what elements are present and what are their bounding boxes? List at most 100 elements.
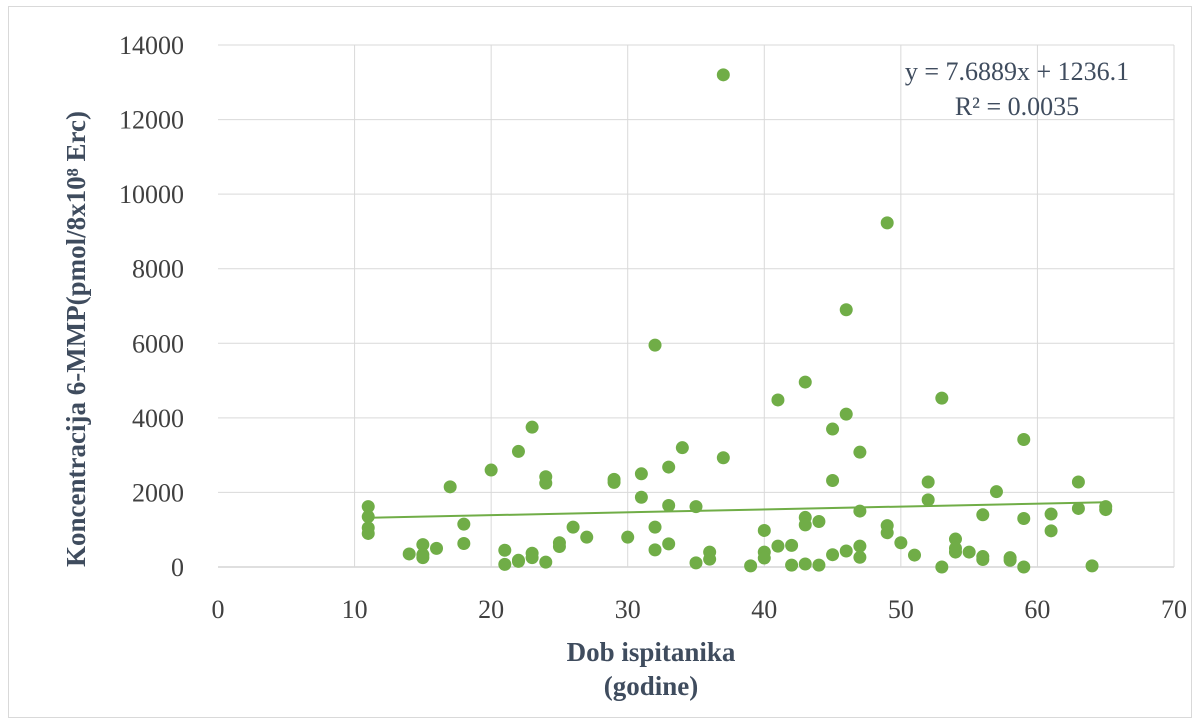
trendline <box>368 501 1106 519</box>
data-point <box>703 552 717 566</box>
data-point <box>580 530 594 544</box>
data-point <box>839 303 853 317</box>
data-point <box>552 539 566 553</box>
gridlines <box>218 44 1175 568</box>
data-point <box>744 559 758 573</box>
data-point <box>662 498 676 512</box>
x-tick-label: 70 <box>1161 595 1187 624</box>
y-tick-label: 12000 <box>119 106 184 135</box>
data-point <box>525 551 539 565</box>
data-point <box>484 463 498 477</box>
data-point <box>416 551 430 565</box>
data-point <box>785 558 799 572</box>
data-point <box>689 556 703 570</box>
data-point <box>539 476 553 490</box>
data-point <box>662 460 676 474</box>
data-point <box>757 523 771 537</box>
data-point <box>839 407 853 421</box>
data-point <box>826 548 840 562</box>
data-point <box>853 550 867 564</box>
data-point <box>648 543 662 557</box>
data-point <box>908 548 922 562</box>
data-point <box>1071 475 1085 489</box>
trendline-equation: y = 7.6889x + 1236.1 <box>905 57 1129 86</box>
data-point <box>921 475 935 489</box>
data-point <box>634 467 648 481</box>
data-point <box>948 545 962 559</box>
y-tick-label: 4000 <box>132 404 184 433</box>
data-point <box>812 515 826 529</box>
data-point <box>757 551 771 565</box>
chart-frame: 0 10 20 30 40 50 60 70 0 2000 4000 6000 8000 10000 12… <box>8 6 1192 718</box>
y-tick-labels: 0 2000 4000 6000 8000 10000 12000 14000 <box>119 31 184 582</box>
data-point <box>539 555 553 569</box>
data-point <box>443 480 457 494</box>
data-point <box>675 441 689 455</box>
y-axis-title: Koncentracija 6-MMP(pmol/8x10⁸ Erc) <box>61 111 91 567</box>
data-point <box>1044 524 1058 538</box>
y-tick-label: 2000 <box>132 478 184 507</box>
data-point <box>1085 559 1099 573</box>
data-point <box>1003 553 1017 567</box>
data-point <box>839 544 853 558</box>
scatter-chart: 0 10 20 30 40 50 60 70 0 2000 4000 6000 8000 10000 12… <box>61 31 1188 701</box>
x-tick-label: 30 <box>615 595 641 624</box>
data-point <box>962 545 976 559</box>
data-point <box>402 547 416 561</box>
y-tick-label: 6000 <box>132 329 184 358</box>
data-point <box>798 518 812 532</box>
data-point <box>1017 512 1031 526</box>
x-axis-title-line1: Dob ispitanika <box>567 637 736 667</box>
trendline-group <box>368 501 1106 519</box>
data-points <box>361 68 1113 574</box>
data-point <box>976 553 990 567</box>
data-point <box>430 541 444 555</box>
data-point <box>361 500 375 514</box>
data-point <box>621 530 635 544</box>
data-point <box>880 526 894 540</box>
data-point <box>648 520 662 534</box>
data-point <box>948 532 962 546</box>
data-point <box>457 537 471 551</box>
data-point <box>976 508 990 522</box>
data-point <box>853 504 867 518</box>
data-point <box>812 558 826 572</box>
y-tick-label: 14000 <box>119 31 184 60</box>
data-point <box>498 543 512 557</box>
x-tick-label: 10 <box>342 595 368 624</box>
data-point <box>607 475 621 489</box>
data-point <box>798 557 812 571</box>
data-point <box>989 485 1003 499</box>
data-point <box>511 554 525 568</box>
data-point <box>1099 503 1113 517</box>
data-point <box>689 500 703 514</box>
data-point <box>771 393 785 407</box>
data-point <box>457 517 471 531</box>
data-point <box>662 537 676 551</box>
data-point <box>771 539 785 553</box>
data-point <box>826 422 840 436</box>
data-point <box>894 536 908 550</box>
x-tick-label: 20 <box>478 595 504 624</box>
data-point <box>853 539 867 553</box>
data-point <box>1017 560 1031 574</box>
data-point <box>716 451 730 465</box>
data-point <box>361 510 375 524</box>
x-tick-labels: 0 10 20 30 40 50 60 70 <box>212 595 1188 624</box>
data-point <box>853 445 867 459</box>
y-tick-label: 8000 <box>132 255 184 284</box>
x-tick-label: 50 <box>888 595 914 624</box>
y-tick-label: 10000 <box>119 180 184 209</box>
x-axis-title-line2: (godine) <box>604 671 699 701</box>
data-point <box>1071 501 1085 515</box>
trendline-r-squared: R² = 0.0035 <box>955 92 1079 121</box>
data-point <box>511 444 525 458</box>
data-point <box>648 338 662 352</box>
x-tick-label: 0 <box>212 595 225 624</box>
data-point <box>798 375 812 389</box>
y-tick-label: 0 <box>171 553 184 582</box>
data-point <box>498 557 512 571</box>
data-point <box>935 391 949 405</box>
data-point <box>1044 507 1058 521</box>
data-point <box>1017 432 1031 446</box>
